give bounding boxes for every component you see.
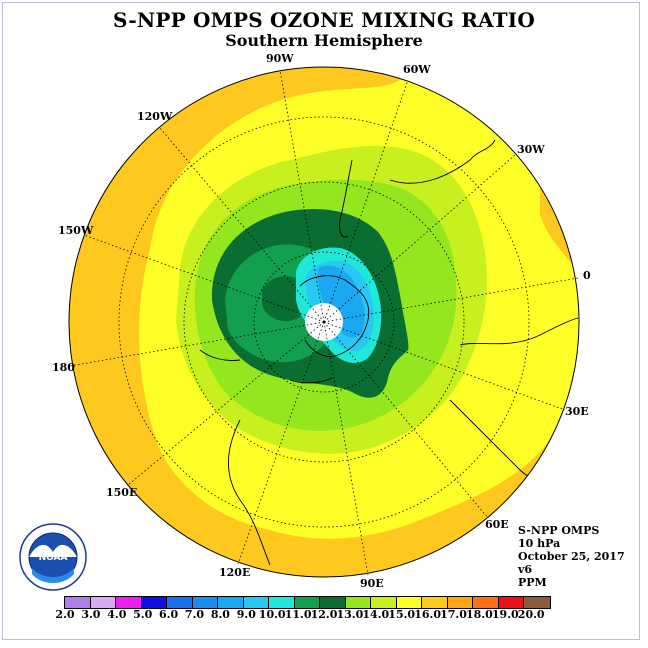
lon-label-120e: 120E: [219, 566, 251, 579]
colorbar-swatch: [65, 597, 91, 608]
colorbar-swatch: [192, 597, 218, 608]
colorbar-tick-label: 9.0: [236, 608, 256, 621]
field-band-7-8: [317, 265, 365, 338]
colorbar-tick-label: 5.0: [133, 608, 153, 621]
colorbar-swatch: [116, 597, 142, 608]
colorbar-tick-label: 3.0: [81, 608, 101, 621]
colorbar-tick-label: 20.0: [517, 608, 545, 621]
colorbar-swatch: [294, 597, 320, 608]
info-date: October 25, 2017: [518, 550, 625, 563]
lon-label-150e: 150E: [106, 486, 138, 499]
lon-label-60w: 60W: [403, 63, 431, 76]
colorbar-tick-label: 6.0: [159, 608, 179, 621]
info-block: S-NPP OMPS 10 hPa October 25, 2017 v6 PP…: [518, 524, 625, 589]
colorbar-swatch: [243, 597, 269, 608]
graticule: [69, 69, 579, 576]
chart-subtitle: Southern Hemisphere: [225, 31, 423, 50]
colorbar-tick-label: 10.0: [258, 608, 286, 621]
colorbar-swatch: [371, 597, 397, 608]
colorbar-swatch: [498, 597, 524, 608]
lon-label-30w: 30W: [517, 143, 545, 156]
colorbar-tick-label: 7.0: [184, 608, 205, 621]
colorbar-tick-label: 18.0: [465, 608, 493, 621]
colorbar-tick-label: 19.0: [491, 608, 519, 621]
colorbar-tick-label: 2.0: [55, 608, 75, 621]
colorbar-swatch: [524, 597, 550, 608]
figure-frame: [2, 2, 640, 640]
coastlines: [199, 139, 579, 566]
colorbar-swatch: [396, 597, 422, 608]
lon-label-90e: 90E: [360, 577, 384, 590]
colorbar-swatch: [269, 597, 295, 608]
colorbar-tick-label: 4.0: [107, 608, 127, 621]
colorbar-tick-label: 15.0: [388, 608, 416, 621]
noaa-logo-text: NOAA: [39, 553, 68, 563]
colorbar-swatch: [141, 597, 167, 608]
lon-label-0: 0: [583, 269, 591, 282]
colorbar-swatch: [90, 597, 116, 608]
info-instrument: S-NPP OMPS: [518, 524, 600, 537]
info-version: v6: [518, 563, 533, 576]
lon-label-120w: 120W: [137, 110, 173, 123]
colorbar-tick-label: 11.0: [284, 608, 312, 621]
map-boundary: [68, 66, 580, 578]
colorbar-tick-label: 12.0: [310, 608, 338, 621]
colorbar-tick-label: 16.0: [414, 608, 441, 621]
colorbar: [64, 596, 551, 609]
colorbar-tick-label: 17.0: [440, 608, 467, 621]
colorbar-swatch: [218, 597, 244, 608]
south-pole-marker: [322, 320, 326, 324]
colorbar-swatch: [447, 597, 473, 608]
colorbar-swatch: [422, 597, 448, 608]
lon-label-60e: 60E: [485, 518, 509, 531]
info-level: 10 hPa: [518, 537, 561, 550]
lon-label-150w: 150W: [58, 224, 94, 237]
colorbar-swatch: [473, 597, 499, 608]
colorbar-tick-label: 8.0: [210, 608, 230, 621]
colorbar-swatch: [167, 597, 193, 608]
lon-label-30e: 30E: [565, 405, 589, 418]
lon-label-90w: 90W: [266, 52, 294, 65]
lon-label-180: 180: [52, 361, 75, 374]
colorbar-tick-label: 13.0: [336, 608, 364, 621]
noaa-logo: NOAA: [19, 523, 87, 591]
colorbar-swatch: [345, 597, 371, 608]
colorbar-swatch: [320, 597, 346, 608]
info-units: PPM: [518, 576, 547, 589]
chart-title: S-NPP OMPS OZONE MIXING RATIO: [113, 8, 535, 32]
colorbar-tick-label: 14.0: [362, 608, 390, 621]
